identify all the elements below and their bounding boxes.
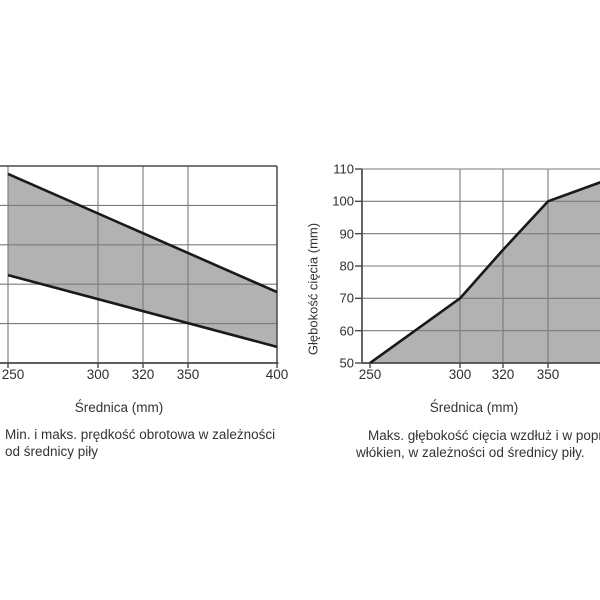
right-x-tick-320: 320: [491, 367, 515, 382]
max-speed-line: [7, 172, 278, 294]
right-y-tick-110: 110: [333, 161, 354, 177]
right-y-axis-label: Głębokość cięcia (mm): [305, 222, 321, 356]
left-x-tick-320: 320: [131, 367, 155, 382]
right-y-tick-50: 50: [339, 355, 354, 371]
right-caption-line2: włókien, w zależności od średnicy piły.: [356, 445, 585, 460]
left-caption-line2: od średnicy piły: [5, 444, 99, 459]
left-x-tick-350: 350: [176, 367, 200, 382]
right-x-tick-300: 300: [448, 367, 472, 382]
left-chart-plot: [0, 165, 279, 368]
depth-curve: [369, 181, 600, 365]
left-caption-line1: Min. i maks. prędkość obrotowa w zależno…: [5, 427, 276, 442]
left-x-axis-label: Średnica (mm): [74, 400, 164, 415]
left-chart-caption: Min. i maks. prędkość obrotowa w zależno…: [5, 426, 275, 460]
left-x-tick-400: 400: [265, 367, 289, 382]
right-y-tick-90: 90: [339, 226, 354, 242]
right-x-tick-350: 350: [536, 367, 560, 382]
right-y-tick-70: 70: [339, 290, 354, 306]
right-x-tick-250: 250: [358, 367, 382, 382]
right-caption-line1: Maks. głębokość cięcia wzdłuż i w poprze…: [368, 428, 600, 443]
min-speed-line: [7, 273, 278, 349]
right-y-tick-80: 80: [339, 258, 354, 274]
right-chart-plot: [355, 168, 600, 368]
depth-area: [370, 182, 600, 363]
right-x-axis-label: Średnica (mm): [429, 400, 519, 415]
left-x-tick-300: 300: [86, 367, 110, 382]
right-y-tick-60: 60: [339, 323, 354, 339]
left-x-tick-250: 250: [1, 367, 25, 382]
right-y-tick-100: 100: [332, 193, 354, 209]
